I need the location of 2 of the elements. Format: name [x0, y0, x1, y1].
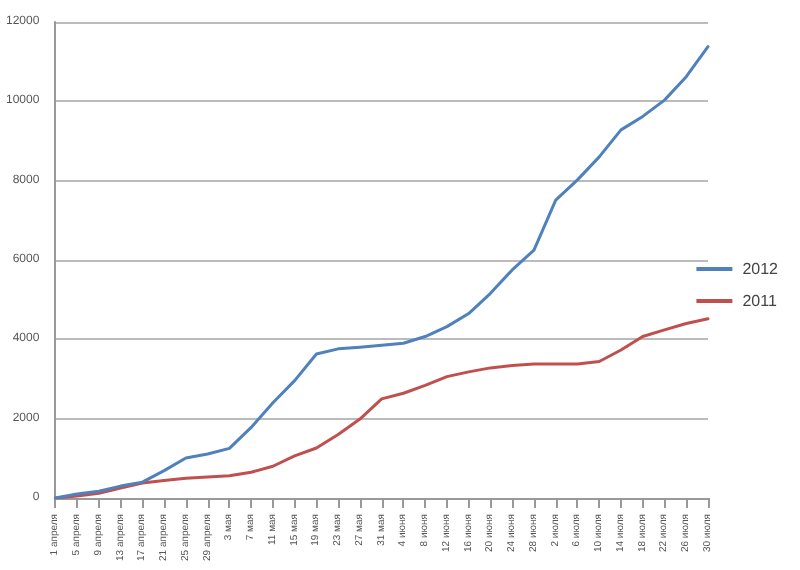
legend-label: 2012	[742, 260, 780, 278]
legend-label: 2011	[742, 292, 778, 310]
